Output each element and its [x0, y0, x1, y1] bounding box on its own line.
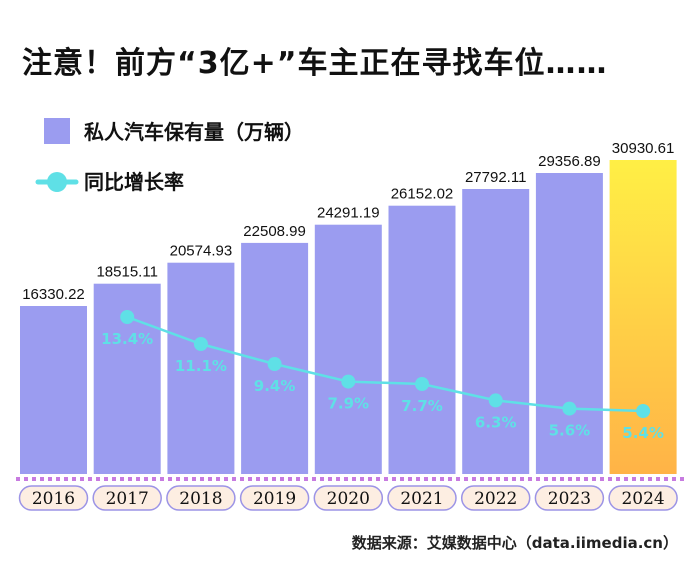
bar-2023: [535, 173, 603, 474]
bar-2024: [609, 160, 677, 474]
growth-point-2017: [120, 310, 135, 324]
bar-2022: [462, 189, 530, 474]
bar-value-label-2018: 20574.93: [170, 243, 233, 260]
bar-value-label-2019: 22508.99: [243, 223, 306, 240]
year-label-2024: 2024: [621, 489, 664, 509]
year-pill-2016: [18, 485, 89, 511]
year-pill-2018: [166, 485, 236, 511]
bar-2016: [20, 306, 87, 474]
growth-rate-label-2024: 5.4%: [622, 424, 664, 442]
year-label-2021: 2021: [400, 489, 443, 509]
legend: 私人汽车保有量（万辆） 同比增长率: [35, 118, 304, 194]
year-label-2019: 2019: [253, 489, 296, 509]
legend-line-label: 同比增长率: [84, 170, 184, 194]
bar-value-labels: 16330.22 18515.11 20574.93 22508.99 24291.19…: [22, 140, 674, 303]
legend-bar-label: 私人汽车保有量（万辆）: [84, 120, 304, 144]
growth-rate-label-2019: 9.4%: [254, 377, 296, 395]
year-pill-2021: [387, 485, 457, 511]
year-label-2018: 2018: [179, 489, 222, 509]
growth-point-2018: [193, 337, 208, 351]
legend-bar-swatch: [44, 118, 70, 144]
year-label-2022: 2022: [474, 489, 517, 509]
bar-value-label-2023: 29356.89: [538, 153, 601, 170]
bar-2021: [388, 205, 456, 474]
bar-value-label-2016: 16330.22: [22, 286, 85, 303]
year-pill-2020: [313, 485, 384, 511]
chart-title: 注意！前方“3亿+”车主正在寻找车位……: [22, 46, 608, 81]
year-label-2016: 2016: [32, 489, 75, 509]
year-label-2023: 2023: [548, 489, 591, 509]
bar-2020: [314, 224, 382, 474]
year-pill-2022: [460, 485, 531, 511]
bar-value-label-2022: 27792.11: [465, 169, 526, 186]
growth-point-2019: [267, 357, 282, 371]
year-pill-2023: [534, 485, 605, 511]
bar-value-label-2021: 26152.02: [391, 186, 454, 203]
growth-rate-label-2020: 7.9%: [327, 395, 369, 413]
bar-value-label-2020: 24291.19: [317, 205, 380, 222]
growth-rate-line: [126, 315, 644, 413]
growth-point-2022: [488, 393, 503, 408]
growth-point-2020: [341, 374, 356, 389]
year-pill-2017: [92, 485, 162, 511]
growth-rate-label-2022: 6.3%: [475, 413, 517, 431]
growth-rate-label-2021: 7.7%: [401, 397, 443, 415]
bar-value-label-2017: 18515.11: [96, 264, 157, 281]
year-axis: 2016 2017 2018 2019 2020 2021 2022 2023 2024: [18, 485, 678, 511]
year-pill-2024: [608, 485, 678, 511]
year-pill-2019: [239, 485, 310, 511]
year-label-2017: 2017: [106, 489, 149, 509]
growth-line-layer: [120, 310, 651, 418]
growth-rate-labels: 13.4% 11.1% 9.4% 7.9% 7.7% 6.3% 5.6% 5.4%: [101, 330, 664, 442]
growth-point-2024: [636, 404, 651, 418]
data-source: 数据来源：艾媒数据中心（data.iimedia.cn）: [351, 534, 678, 552]
growth-rate-label-2017: 13.4%: [101, 330, 153, 348]
growth-point-2023: [562, 401, 577, 416]
year-label-2020: 2020: [327, 489, 370, 509]
bar-2018: [167, 262, 235, 474]
growth-rate-label-2023: 5.6%: [549, 422, 591, 440]
legend-line-marker: [47, 172, 67, 192]
bar-value-label-2024: 30930.61: [612, 140, 675, 157]
growth-rate-label-2018: 11.1%: [175, 357, 227, 375]
growth-point-2021: [415, 377, 429, 391]
